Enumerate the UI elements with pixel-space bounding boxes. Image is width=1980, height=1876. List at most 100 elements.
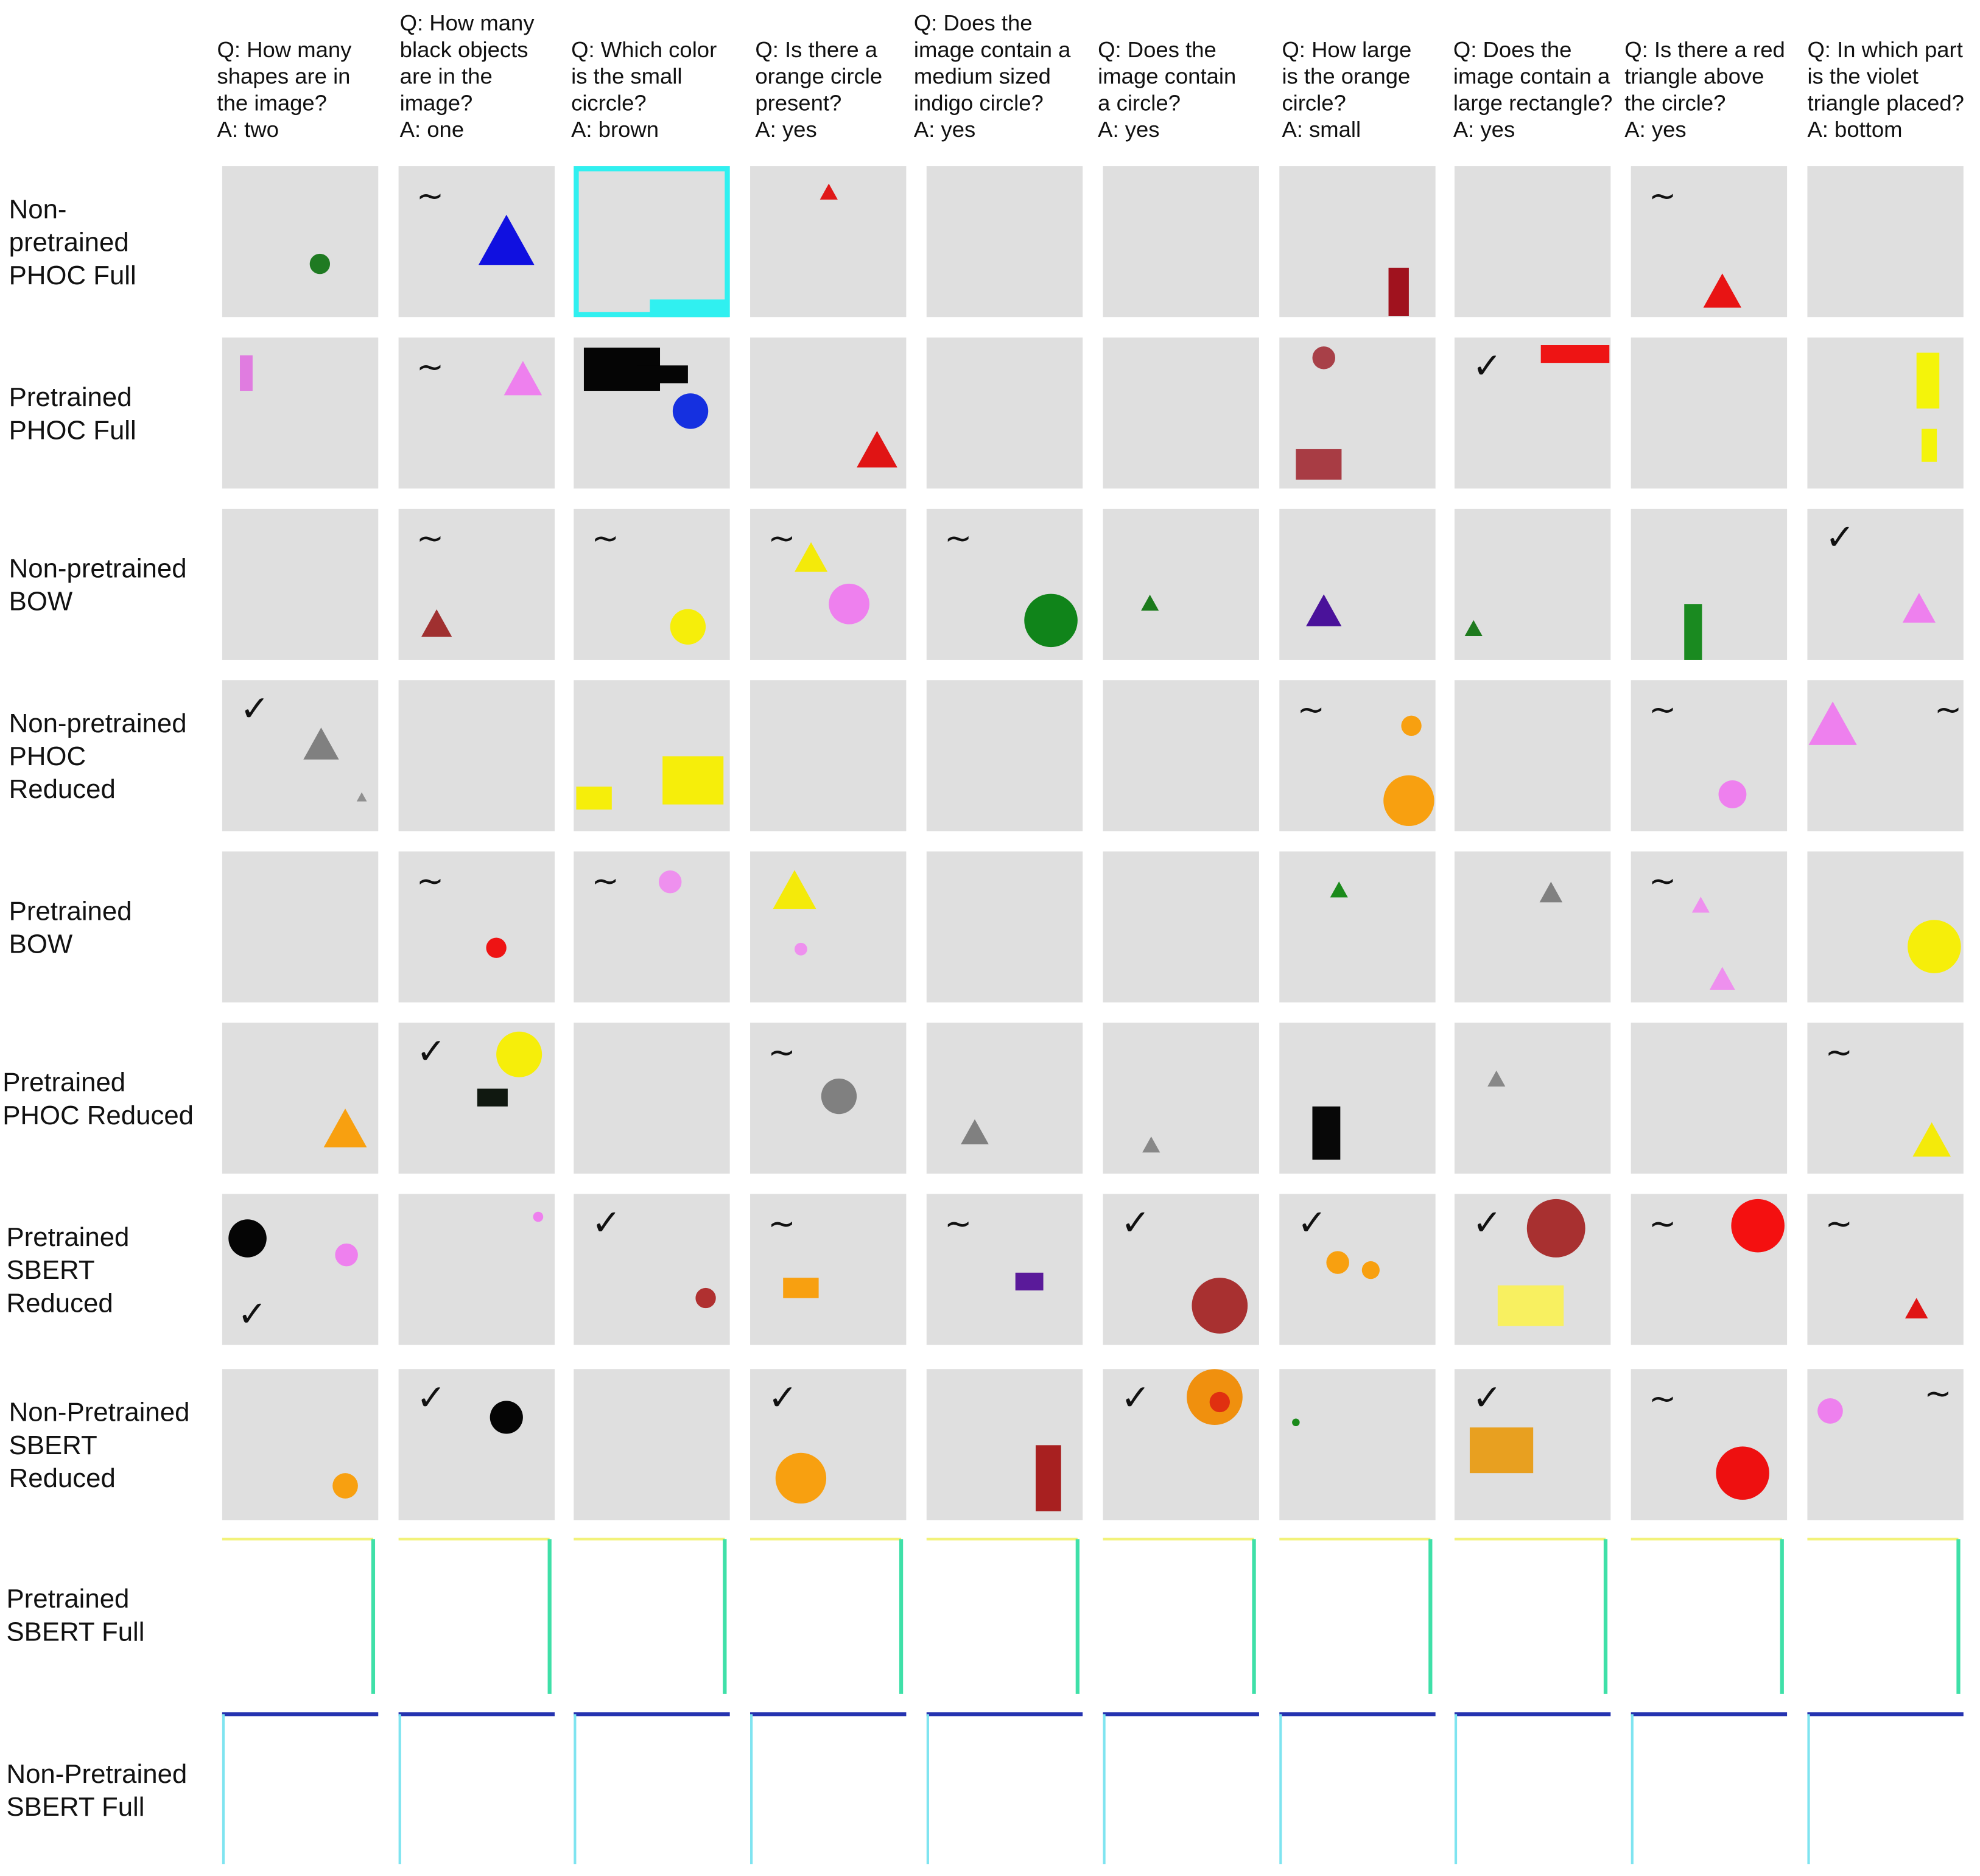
image-cell (398, 1194, 555, 1345)
row-label: Pretrained (6, 1584, 129, 1614)
mark: ✓ (591, 1202, 621, 1243)
image-cell (222, 1369, 379, 1521)
image-cell (926, 1712, 1083, 1869)
shape (1731, 1199, 1785, 1253)
image-cell (926, 680, 1083, 831)
image-cell (926, 1194, 1083, 1345)
shape (672, 393, 709, 429)
image-cell (1631, 166, 1788, 318)
image-cell (750, 1536, 907, 1694)
shape (1296, 449, 1342, 480)
shape (1526, 1199, 1585, 1258)
question-line: the circle? (1624, 90, 1725, 115)
image-cell (1631, 1536, 1788, 1694)
shape (1902, 593, 1936, 623)
image-cell (222, 851, 379, 1003)
shape (1497, 1285, 1564, 1326)
shape (794, 942, 807, 956)
image-cell (574, 851, 730, 1003)
shape (775, 1452, 827, 1504)
image-cell (926, 851, 1083, 1003)
mark: ~ (1649, 690, 1676, 729)
image-cell (926, 1023, 1083, 1174)
image-cell (222, 1194, 379, 1345)
question-line: is the violet (1807, 64, 1918, 89)
shape (773, 870, 816, 909)
question-line: Q: Does the (1098, 37, 1216, 62)
row-label: BOW (9, 929, 73, 959)
shape (1469, 1427, 1534, 1474)
shape (478, 214, 535, 265)
image-cell (1279, 1712, 1436, 1869)
row-label: Pretrained (2, 1068, 125, 1097)
question-line: large rectangle? (1453, 90, 1613, 115)
shape (490, 1401, 523, 1434)
mark: ✓ (1472, 345, 1502, 387)
image-cell (574, 1712, 730, 1869)
answer: A: brown (571, 117, 659, 142)
shape (820, 183, 838, 200)
shape (783, 1278, 819, 1298)
row-label: SBERT (6, 1255, 94, 1285)
question-line: image contain a (914, 37, 1071, 62)
shape (486, 937, 507, 958)
shape (658, 870, 682, 894)
mark: ✓ (1121, 1202, 1151, 1243)
mark: ~ (591, 519, 619, 558)
shape (332, 1473, 358, 1499)
image-cell (222, 1536, 379, 1694)
image-cell (1631, 680, 1788, 831)
image-cell (1454, 1023, 1611, 1174)
mark: ✓ (1472, 1377, 1502, 1418)
row-label: Non-pretrained (9, 553, 187, 583)
image-cell (750, 1194, 907, 1345)
shape (1540, 345, 1610, 363)
shape (496, 1031, 542, 1077)
image-cell (1103, 508, 1259, 660)
mark: ~ (768, 1204, 795, 1242)
answer: A: small (1282, 117, 1361, 142)
question-line: indigo circle? (914, 90, 1044, 115)
shape (1912, 1122, 1951, 1157)
row-label: SBERT (9, 1430, 97, 1460)
mark: ✓ (768, 1377, 798, 1418)
image-cell (750, 1369, 907, 1521)
image-cell (1103, 680, 1259, 831)
image-cell (222, 1023, 379, 1174)
mark: ✓ (1121, 1377, 1151, 1418)
image-cell (1454, 166, 1611, 318)
image-cell (1807, 1369, 1964, 1521)
image-cell (222, 680, 379, 831)
shape (309, 253, 331, 275)
shape (303, 727, 339, 760)
image-cell (1103, 1712, 1259, 1869)
mark: ~ (416, 177, 444, 215)
image-cell (1279, 166, 1436, 318)
row-label: Non-Pretrained (6, 1759, 187, 1789)
row-label: Reduced (9, 774, 116, 804)
question-line: present? (755, 90, 841, 115)
image-cell (574, 166, 730, 318)
mark: ✓ (237, 1293, 267, 1334)
shape (1464, 620, 1483, 636)
mark: ~ (1649, 861, 1676, 900)
row-label: PHOC Reduced (2, 1101, 194, 1130)
row-label: SBERT Full (6, 1617, 144, 1647)
shape (1691, 897, 1710, 913)
shape (1192, 1278, 1248, 1334)
row-label: Non-Pretrained (9, 1398, 190, 1427)
question-line: image contain (1098, 64, 1236, 89)
mark: ✓ (416, 1377, 446, 1418)
question-line: is the orange (1282, 64, 1410, 89)
question-line: is the small (571, 64, 682, 89)
image-cell (1631, 508, 1788, 660)
image-cell (926, 1536, 1083, 1694)
shape (961, 1119, 989, 1145)
image-cell (1103, 851, 1259, 1003)
question-line: image contain a (1453, 64, 1610, 89)
question-line: Q: In which part (1807, 37, 1962, 62)
image-cell (1454, 680, 1611, 831)
shape (1916, 352, 1940, 409)
image-cell (1454, 851, 1611, 1003)
